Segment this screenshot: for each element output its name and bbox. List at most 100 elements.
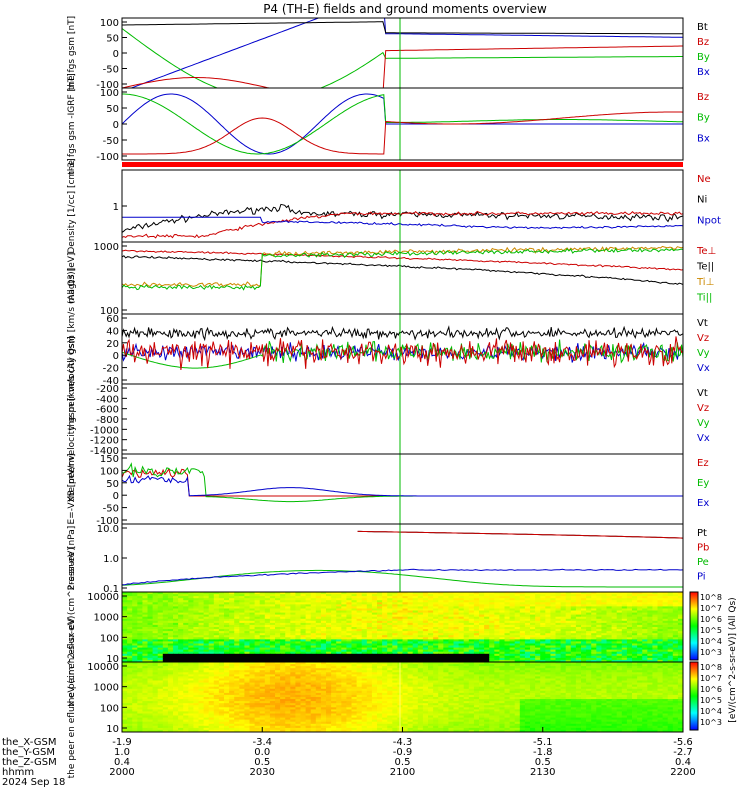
heatmap-cell [188, 651, 194, 655]
heatmap-cell [264, 608, 271, 612]
heatmap-cell [514, 627, 521, 630]
heatmap-cell [371, 641, 378, 645]
heatmap-cell [259, 670, 266, 673]
heatmap-cell [448, 614, 455, 618]
heatmap-cell [341, 668, 347, 671]
heatmap-cell [657, 678, 664, 682]
heatmap-cell [336, 606, 342, 610]
heatmap-cell [581, 629, 587, 632]
heatmap-cell [285, 680, 291, 684]
heatmap-cell [555, 633, 562, 636]
heatmap-cell [188, 637, 194, 640]
heatmap-cell [621, 602, 628, 605]
heatmap-cell [244, 659, 251, 662]
heatmap-cell [616, 672, 623, 675]
heatmap-cell [285, 655, 291, 659]
heatmap-cell [672, 618, 679, 622]
heatmap-cell [254, 674, 261, 678]
heatmap-cell [453, 637, 460, 640]
heatmap-cell [275, 608, 281, 612]
heatmap-cell [152, 596, 159, 599]
heatmap-cell [565, 668, 572, 671]
heatmap-cell [560, 676, 567, 680]
heatmap-cell [397, 647, 404, 651]
heatmap-cell [162, 594, 169, 597]
heatmap-cell [637, 629, 643, 632]
heatmap-cell [132, 606, 138, 610]
heatmap-cell [647, 676, 653, 680]
heatmap-cell [642, 612, 648, 616]
heatmap-cell [224, 606, 230, 610]
heatmap-cell [596, 643, 602, 647]
heatmap-cell [341, 655, 347, 659]
heatmap-cell [463, 659, 470, 662]
heatmap-cell [586, 639, 592, 643]
heatmap-cell [570, 674, 577, 678]
heatmap-cell [132, 604, 138, 608]
heatmap-cell [606, 674, 613, 678]
heatmap-cell [218, 653, 225, 657]
heatmap-cell [550, 618, 557, 622]
heatmap-cell [626, 602, 633, 605]
heatmap-cell [275, 641, 281, 645]
heatmap-cell [504, 633, 511, 636]
heatmap-cell [178, 651, 184, 655]
heatmap-cell [417, 618, 424, 622]
heatmap-cell [275, 649, 281, 653]
heatmap-cell [504, 614, 511, 618]
heatmap-cell [530, 659, 536, 662]
heatmap-cell [377, 635, 383, 638]
heatmap-cell [616, 659, 623, 662]
heatmap-cell [346, 598, 353, 601]
heatmap-cell [366, 627, 373, 630]
heatmap-cell [514, 678, 521, 682]
heatmap-cell [269, 647, 276, 651]
heatmap-cell [122, 608, 128, 612]
heatmap-cell [632, 666, 638, 669]
heatmap-cell [371, 620, 378, 624]
heatmap-cell [392, 641, 398, 645]
heatmap-cell [479, 680, 485, 684]
heatmap-cell [331, 645, 337, 649]
heatmap-cell [275, 664, 281, 667]
heatmap-cell [167, 618, 174, 622]
heatmap-cell [458, 620, 465, 624]
heatmap-cell [137, 594, 143, 597]
heatmap-cell [285, 659, 291, 662]
heatmap-cell [494, 592, 500, 595]
heatmap-cell [672, 608, 679, 612]
heatmap-cell [249, 610, 256, 614]
heatmap-cell [519, 592, 526, 595]
heatmap-cell [371, 610, 378, 614]
heatmap-cell [667, 624, 674, 628]
heatmap-cell [555, 594, 562, 597]
heatmap-cell [346, 637, 353, 640]
heatmap-cell [591, 649, 597, 653]
heatmap-cell [132, 655, 138, 659]
heatmap-cell [193, 631, 200, 634]
heatmap-cell [530, 647, 536, 651]
heatmap-cell [229, 655, 235, 659]
heatmap-cell [387, 676, 393, 680]
heatmap-cell [331, 676, 337, 680]
heatmap-cell [433, 676, 439, 680]
heatmap-cell [300, 651, 307, 655]
heatmap-cell [244, 668, 251, 671]
y-tick-label: 0 [113, 120, 119, 131]
heatmap-cell [632, 614, 638, 618]
heatmap-cell [244, 635, 251, 638]
heatmap-cell [672, 606, 679, 610]
heatmap-cell [565, 674, 572, 678]
heatmap-cell [407, 643, 414, 647]
heatmap-cell [218, 602, 225, 605]
heatmap-cell [178, 676, 184, 680]
heatmap-cell [290, 647, 296, 651]
heatmap-cell [417, 614, 424, 618]
heatmap-cell [122, 637, 128, 640]
heatmap-cell [412, 668, 419, 671]
heatmap-cell [479, 641, 485, 645]
heatmap-cell [356, 643, 363, 647]
heatmap-cell [218, 612, 225, 616]
